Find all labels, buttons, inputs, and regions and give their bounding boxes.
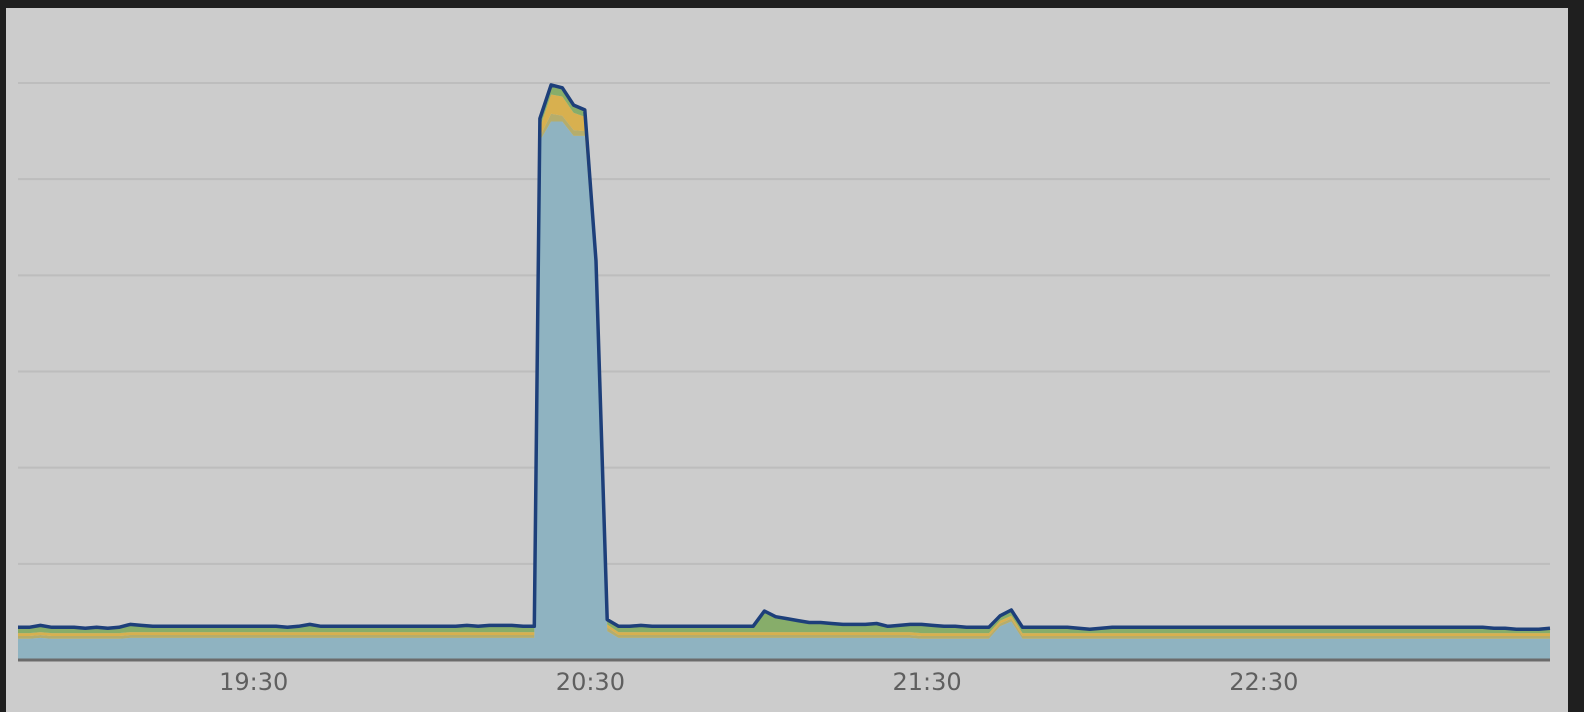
series-area-2 (18, 113, 1550, 639)
total-outline (18, 83, 1551, 631)
x-tick-label: 19:30 (219, 668, 288, 696)
x-tick-label: 21:30 (893, 668, 962, 696)
gridlines (18, 82, 1550, 565)
x-tick-label: 20:30 (556, 668, 625, 696)
x-tick-label: 22:30 (1229, 668, 1298, 696)
chart-panel (6, 8, 1568, 712)
series-area-4 (18, 84, 1550, 634)
series-area-3 (18, 94, 1550, 636)
total-line (18, 83, 1551, 631)
x-tick-labels: 19:30 20:30 21:30 22:30 (219, 668, 1298, 696)
series-area-1 (18, 121, 1550, 660)
